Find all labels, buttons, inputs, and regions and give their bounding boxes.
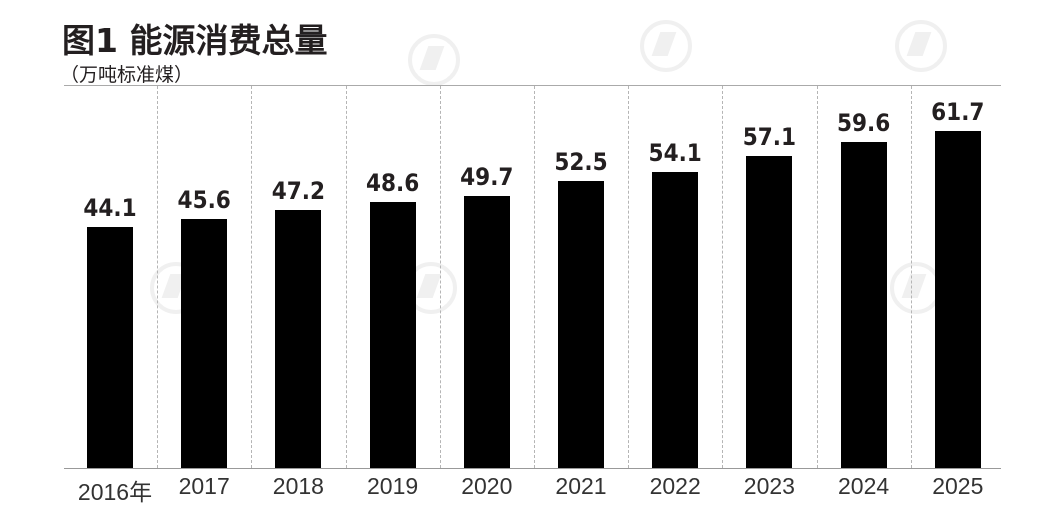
bar-2025 xyxy=(934,130,981,468)
bar-value-label: 48.6 xyxy=(365,169,420,198)
bar-value-label: 54.1 xyxy=(648,139,702,168)
watermark-logo-icon xyxy=(895,20,947,72)
gridline-separator xyxy=(910,86,912,468)
bar-2018 xyxy=(275,209,322,468)
x-tick-label: 2025 xyxy=(932,473,984,499)
bar-value-label: 57.1 xyxy=(742,122,797,151)
bar-value-label: 52.5 xyxy=(554,147,608,176)
bar-value-label: 45.6 xyxy=(177,185,231,214)
x-tick-label: 2020 xyxy=(461,473,513,499)
bar-2020 xyxy=(463,196,510,468)
bar-value-label: 44.1 xyxy=(83,193,137,222)
x-tick-label: 2023 xyxy=(743,473,795,499)
chart-top-border xyxy=(64,85,1001,86)
bar-2019 xyxy=(369,202,416,468)
bar-value-label: 47.2 xyxy=(271,176,326,205)
bar-2016年 xyxy=(87,226,133,468)
bar-value-label: 59.6 xyxy=(836,108,891,137)
watermark-logo-icon xyxy=(408,34,460,86)
bar-2024 xyxy=(840,141,887,468)
x-tick-label: 2021 xyxy=(555,473,607,499)
x-tick-label: 2018 xyxy=(272,473,324,499)
x-tick-label: 2016年 xyxy=(77,479,153,505)
x-tick-label: 2022 xyxy=(649,473,701,499)
gridline-separator xyxy=(816,86,818,468)
bar-2023 xyxy=(746,155,793,468)
x-tick-label: 2019 xyxy=(367,473,419,499)
gridline-separator xyxy=(533,86,535,468)
bar-2022 xyxy=(652,172,699,468)
bar-2017 xyxy=(181,218,228,468)
gridline-separator xyxy=(722,86,724,468)
bar-value-label: 49.7 xyxy=(460,163,514,192)
bar-2021 xyxy=(558,180,604,468)
x-tick-label: 2024 xyxy=(838,473,890,499)
gridline-separator xyxy=(157,86,159,468)
x-axis-line xyxy=(64,468,1001,469)
chart-title: 图1 能源消费总量 xyxy=(62,21,328,60)
watermark-logo-icon xyxy=(640,20,692,72)
gridline-separator xyxy=(439,86,441,468)
bar-value-label: 61.7 xyxy=(931,97,985,126)
gridline-separator xyxy=(251,86,253,468)
gridline-separator xyxy=(345,86,347,468)
x-tick-label: 2017 xyxy=(178,473,230,499)
gridline-separator xyxy=(628,86,630,468)
chart-unit-label: （万吨标准煤） xyxy=(60,64,194,86)
